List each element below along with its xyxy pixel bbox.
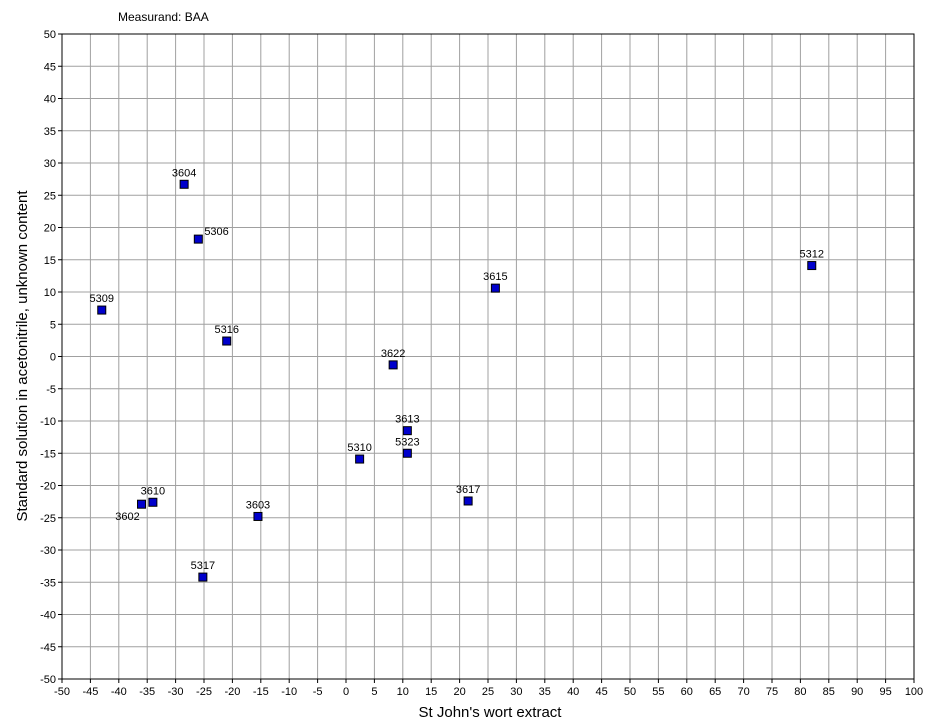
y-tick-label: -35 [40,577,56,589]
y-tick-label: -40 [40,610,56,622]
chart-title: Measurand: BAA [118,10,209,24]
data-point [355,454,365,464]
data-point-label: 3615 [483,271,507,283]
y-tick-label: 15 [44,255,56,267]
x-tick-label: 10 [397,686,409,698]
x-tick-label: 65 [709,686,721,698]
x-tick-label: -50 [54,686,70,698]
grid [61,33,915,680]
y-tick-label: 10 [44,287,56,299]
x-tick-label: -30 [168,686,184,698]
x-tick-label: -10 [281,686,297,698]
data-point [179,179,189,189]
y-tick-label: -25 [40,513,56,525]
x-tick-label: 35 [539,686,551,698]
data-point-label: 3603 [246,499,270,511]
data-point-label: 5309 [90,293,114,305]
x-tick-label: 80 [794,686,806,698]
data-point-label: 3602 [115,511,139,523]
data-point-label: 5306 [204,226,228,238]
y-tick-label: -45 [40,642,56,654]
data-point-label: 3604 [172,167,196,179]
x-tick-label: 50 [624,686,636,698]
y-tick-label: -30 [40,545,56,557]
y-tick-label: 30 [44,158,56,170]
x-tick-label: 20 [453,686,465,698]
data-point-label: 3613 [395,414,419,426]
y-axis-ticks: -50-45-40-35-30-25-20-15-10-505101520253… [40,29,62,686]
x-tick-label: 30 [510,686,522,698]
x-tick-label: 15 [425,686,437,698]
x-tick-label: -45 [82,686,98,698]
y-axis-title: Standard solution in acetonitrile, unkno… [14,190,31,522]
data-point [402,426,412,436]
data-point-label: 3617 [456,484,480,496]
data-point [463,496,473,506]
data-point [137,499,147,509]
data-point-label: 3610 [141,485,165,497]
data-point [97,305,107,315]
y-tick-label: 0 [50,352,56,364]
data-point [148,497,158,507]
x-tick-label: 85 [823,686,835,698]
x-tick-label: 90 [851,686,863,698]
y-tick-label: -50 [40,674,56,686]
x-tick-label: 45 [595,686,607,698]
data-point [402,448,412,458]
x-tick-label: -40 [111,686,127,698]
data-point-label: 5310 [347,442,371,454]
x-tick-label: 0 [343,686,349,698]
data-points: 3604 5306 5309 5316 3615 5312 3622 3613 5323 5310… [90,167,824,582]
y-tick-label: -5 [46,384,56,396]
data-point [388,360,398,370]
data-point [193,234,203,244]
y-tick-label: -10 [40,416,56,428]
data-point [807,261,817,271]
data-point [222,336,232,346]
data-point-label: 5317 [191,560,215,572]
y-tick-label: 5 [50,319,56,331]
x-tick-label: -15 [253,686,269,698]
y-tick-label: -15 [40,448,56,460]
x-tick-label: 55 [652,686,664,698]
data-point-label: 5312 [800,249,824,261]
x-tick-label: -35 [139,686,155,698]
x-tick-label: 5 [371,686,377,698]
y-tick-label: 45 [44,61,56,73]
y-tick-label: 20 [44,223,56,235]
y-tick-label: 35 [44,126,56,138]
x-axis-ticks: -50 -45 -40 -35 -30 -25 -20 -15 -10 -5 0 5 10 15 20 25 3… [54,679,923,698]
x-axis-title: St John's wort extract [419,704,563,721]
y-tick-label: 40 [44,94,56,106]
x-tick-label: 95 [879,686,891,698]
x-tick-label: 100 [905,686,923,698]
x-tick-label: 60 [681,686,693,698]
x-tick-label: 40 [567,686,579,698]
data-point-label: 5316 [214,324,238,336]
data-point-label: 5323 [395,436,419,448]
data-point [490,283,500,293]
y-tick-label: -20 [40,481,56,493]
x-tick-label: -5 [313,686,323,698]
x-tick-label: 25 [482,686,494,698]
y-tick-label: 25 [44,190,56,202]
data-point-label: 3622 [381,348,405,360]
y-tick-label: 50 [44,29,56,41]
data-point [253,511,263,521]
x-tick-label: 70 [737,686,749,698]
data-point [198,572,208,582]
x-tick-label: -20 [224,686,240,698]
x-tick-label: 75 [766,686,778,698]
x-tick-label: -25 [196,686,212,698]
